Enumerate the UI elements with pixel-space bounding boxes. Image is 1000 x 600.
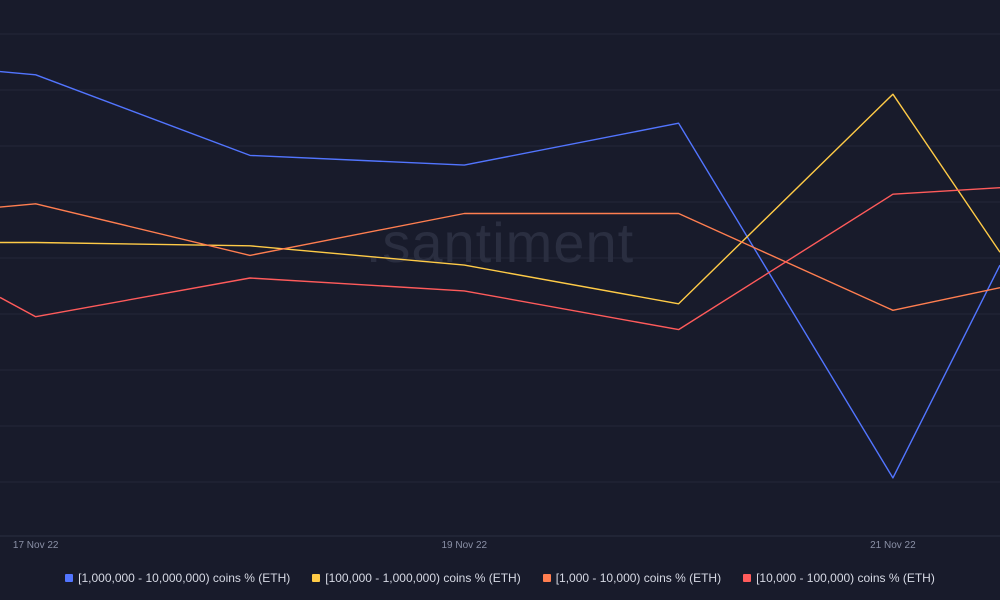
series-line-2 (0, 93, 1000, 305)
series-layer (0, 70, 1000, 479)
series-line-3 (0, 203, 1000, 311)
legend-swatch (743, 574, 752, 582)
legend-swatch (312, 574, 321, 582)
grid (0, 33, 1000, 483)
x-tick-label-1: 17 Nov 22 (13, 540, 59, 551)
legend-item-2[interactable]: [100,000 - 1,000,000) coins % (ETH) (312, 571, 521, 585)
series-line-4 (0, 187, 1000, 331)
series-line-1 (0, 70, 1000, 479)
legend-label: [100,000 - 1,000,000) coins % (ETH) (325, 571, 521, 585)
x-tick-label-2: 19 Nov 22 (442, 540, 488, 551)
legend-label: [10,000 - 100,000) coins % (ETH) (756, 571, 935, 585)
legend-swatch (65, 574, 74, 582)
legend-swatch (542, 574, 551, 582)
line-chart: .santiment 17 Nov 22 19 Nov 22 21 Nov 22 (0, 33, 1000, 551)
legend-label: [1,000,000 - 10,000,000) coins % (ETH) (78, 571, 291, 585)
legend-item-1[interactable]: [1,000,000 - 10,000,000) coins % (ETH) (65, 571, 290, 585)
x-tick-label-3: 21 Nov 22 (870, 540, 916, 551)
legend: [1,000,000 - 10,000,000) coins % (ETH) [1… (0, 568, 1000, 588)
x-axis-ticks: 17 Nov 22 19 Nov 22 21 Nov 22 (13, 540, 916, 551)
watermark: .santiment (366, 211, 634, 274)
legend-item-4[interactable]: [10,000 - 100,000) coins % (ETH) (743, 571, 935, 585)
legend-item-3[interactable]: [1,000 - 10,000) coins % (ETH) (542, 571, 722, 585)
legend-label: [1,000 - 10,000) coins % (ETH) (555, 571, 722, 585)
